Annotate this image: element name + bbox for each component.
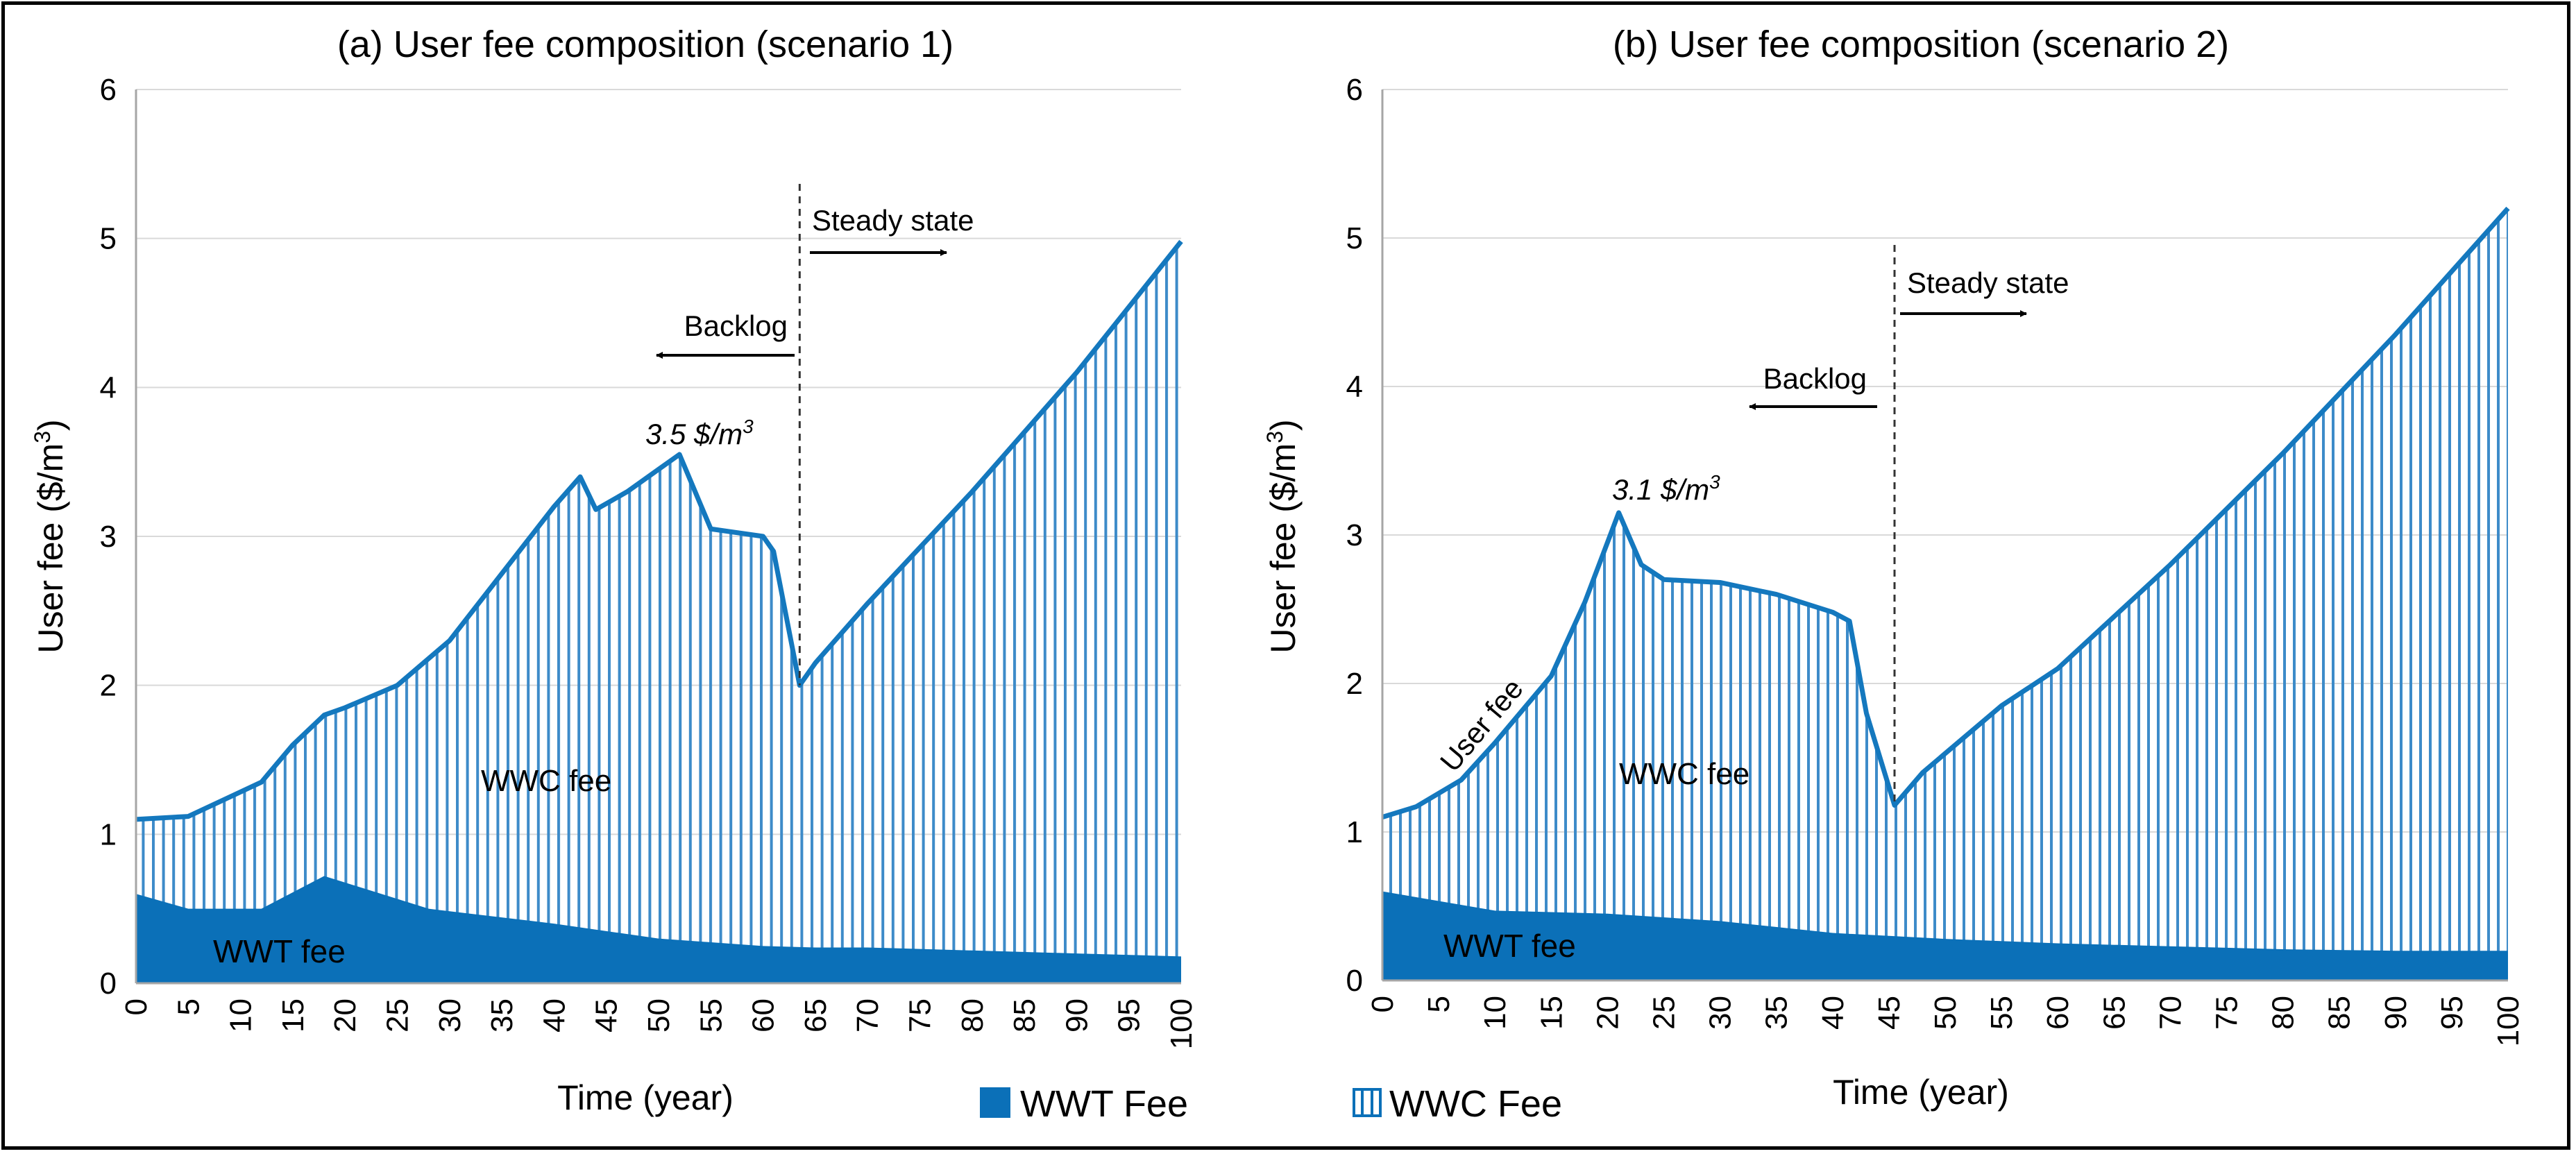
chart-a: (a) User fee composition (scenario 1) 0 1…: [30, 24, 1198, 1117]
chart-a-x-tick-label: 100: [1164, 998, 1198, 1049]
chart-a-x-tick-label: 45: [590, 998, 624, 1032]
chart-a-y-tick-label: 2: [100, 669, 117, 703]
chart-b: (b) User fee composition (scenario 2) 0 1…: [1262, 24, 2525, 1112]
chart-b-user-fee-line: [1381, 206, 2510, 819]
chart-a-x-tick-label: 5: [171, 998, 205, 1015]
chart-b-x-tick-label: 15: [1534, 996, 1568, 1030]
chart-a-x-tick-label: 75: [904, 998, 938, 1032]
chart-a-wwc-fee-area: [136, 241, 1181, 984]
chart-a-x-tick-label: 0: [119, 998, 153, 1015]
chart-a-y-ticks: 0 1 2 3 4 5 6: [100, 73, 117, 1001]
chart-a-x-ticks: 0 5 10 15 20 25 30 35 40 45 50 55 60 65 70 75 80 85 90 95 10…: [119, 998, 1198, 1049]
chart-b-backlog-label: Backlog: [1763, 362, 1867, 395]
chart-a-x-tick-label: 70: [851, 998, 885, 1032]
chart-b-y-tick-label: 4: [1346, 370, 1363, 404]
chart-a-x-tick-label: 40: [537, 998, 571, 1032]
chart-a-x-tick-label: 95: [1112, 998, 1146, 1032]
chart-a-x-tick-label: 30: [433, 998, 467, 1032]
chart-b-x-tick-label: 45: [1872, 996, 1906, 1030]
chart-a-y-axis-label: User fee ($/m3): [30, 419, 70, 653]
chart-a-x-tick-label: 85: [1008, 998, 1042, 1032]
chart-a-x-tick-label: 80: [956, 998, 990, 1032]
chart-a-wwt-fee-label: WWT fee: [213, 933, 346, 969]
chart-a-x-tick-label: 50: [642, 998, 676, 1032]
chart-b-x-tick-label: 25: [1647, 996, 1681, 1030]
chart-b-x-tick-label: 35: [1760, 996, 1794, 1030]
chart-b-x-tick-label: 5: [1422, 996, 1456, 1012]
chart-a-y-tick-label: 0: [100, 967, 117, 1001]
chart-b-x-tick-label: 90: [2379, 996, 2413, 1030]
chart-a-y-tick-label: 1: [100, 817, 117, 851]
chart-b-y-axis-label: User fee ($/m3): [1262, 419, 1303, 653]
chart-b-x-tick-label: 10: [1478, 996, 1512, 1030]
chart-a-x-tick-label: 10: [224, 998, 258, 1032]
chart-a-x-tick-label: 35: [485, 998, 519, 1032]
legend: WWT Fee WWC Fee: [980, 1083, 1562, 1125]
chart-b-x-tick-label: 85: [2323, 996, 2357, 1030]
chart-b-y-tick-label: 2: [1346, 667, 1363, 701]
chart-b-x-tick-label: 70: [2153, 996, 2187, 1030]
chart-b-y-tick-label: 1: [1346, 815, 1363, 849]
legend-wwc-swatch: [1353, 1088, 1382, 1117]
chart-a-wwc-fee-label: WWC fee: [481, 764, 611, 798]
chart-b-x-tick-label: 55: [1985, 996, 2019, 1030]
chart-b-y-ticks: 0 1 2 3 4 5 6: [1346, 73, 1363, 998]
chart-a-y-tick-label: 6: [100, 73, 117, 107]
chart-a-steady-state-label: Steady state: [812, 204, 974, 237]
chart-b-y-tick-label: 5: [1346, 221, 1363, 255]
chart-b-wwc-fee-area: [1382, 208, 2508, 981]
legend-wwc-label: WWC Fee: [1389, 1083, 1562, 1125]
chart-b-x-tick-label: 80: [2266, 996, 2300, 1030]
chart-b-wwt-fee-area: [1382, 891, 2508, 980]
chart-b-y-tick-label: 6: [1346, 73, 1363, 107]
chart-b-wwt-fee-label: WWT fee: [1443, 928, 1576, 964]
chart-b-x-tick-label: 20: [1591, 996, 1625, 1030]
chart-a-x-tick-label: 25: [381, 998, 415, 1032]
chart-b-x-tick-label: 40: [1816, 996, 1850, 1030]
chart-a-y-tick-label: 4: [100, 371, 117, 405]
chart-a-title: (a) User fee composition (scenario 1): [337, 24, 954, 65]
chart-a-x-tick-label: 60: [747, 998, 781, 1032]
chart-b-x-tick-label: 65: [2097, 996, 2131, 1030]
chart-b-y-tick-label: 0: [1346, 964, 1363, 998]
chart-a-y-tick-label: 5: [100, 222, 117, 256]
chart-b-x-tick-label: 75: [2210, 996, 2244, 1030]
chart-a-x-tick-label: 90: [1060, 998, 1094, 1032]
legend-wwt-label: WWT Fee: [1020, 1083, 1188, 1125]
chart-a-peak-label: 3.5 $/m3: [645, 416, 754, 450]
chart-a-backlog-label: Backlog: [684, 309, 788, 342]
chart-a-user-fee-line: [135, 239, 1183, 822]
chart-b-x-axis-label: Time (year): [1833, 1073, 2009, 1112]
chart-a-y-tick-label: 3: [100, 520, 117, 554]
chart-b-title: (b) User fee composition (scenario 2): [1613, 24, 2229, 65]
chart-b-steady-state-label: Steady state: [1907, 266, 2069, 299]
chart-a-x-tick-label: 15: [276, 998, 310, 1032]
chart-b-wwc-fee-label: WWC fee: [1619, 757, 1749, 791]
chart-b-x-ticks: 0 5 10 15 20 25 30 35 40 45 50 55 60 65 70 75 80 85 90 95 10…: [1366, 996, 2525, 1046]
chart-a-x-tick-label: 65: [799, 998, 833, 1032]
chart-a-x-axis-label: Time (year): [557, 1078, 734, 1117]
chart-b-peak-label: 3.1 $/m3: [1612, 471, 1720, 506]
chart-b-y-tick-label: 3: [1346, 518, 1363, 552]
chart-b-x-tick-label: 50: [1929, 996, 1963, 1030]
chart-b-x-tick-label: 30: [1704, 996, 1738, 1030]
chart-a-x-tick-label: 55: [694, 998, 728, 1032]
chart-b-x-tick-label: 100: [2491, 996, 2525, 1046]
chart-b-x-tick-label: 0: [1366, 996, 1400, 1012]
legend-wwt-swatch: [980, 1087, 1010, 1118]
chart-b-x-tick-label: 95: [2435, 996, 2469, 1030]
chart-b-x-tick-label: 60: [2041, 996, 2075, 1030]
chart-a-x-tick-label: 20: [328, 998, 362, 1032]
chart-a-wwt-fee-area: [136, 876, 1181, 983]
